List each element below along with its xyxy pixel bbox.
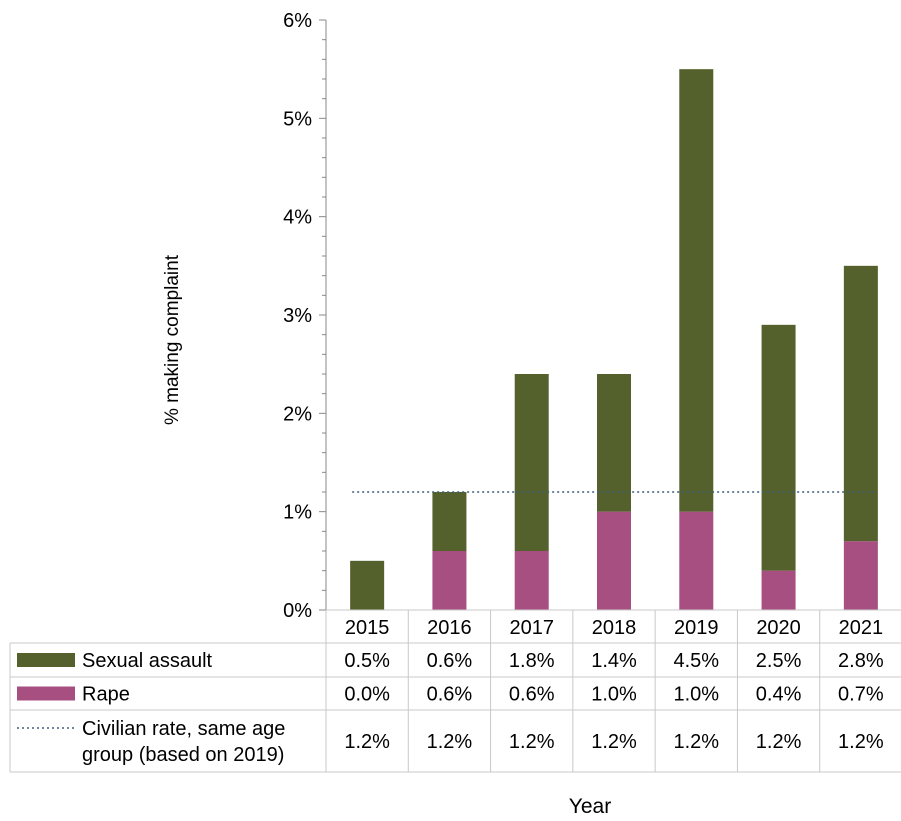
y-tick-label: 1% <box>283 502 312 524</box>
table-cell-value: 4.5% <box>673 650 719 672</box>
x-category-label: 2020 <box>756 617 801 639</box>
bar-sexual-assault-2021 <box>843 265 878 542</box>
y-tick-label: 2% <box>283 403 312 425</box>
legend-key-swatch <box>17 686 75 701</box>
table-cell-value: 0.7% <box>838 684 884 706</box>
bar-rape-2021 <box>843 541 878 610</box>
x-category-label: 2015 <box>345 617 390 639</box>
bar-sexual-assault-2015 <box>350 560 385 610</box>
bar-sexual-assault-2016 <box>432 492 467 551</box>
table-cell-value: 0.4% <box>756 684 802 706</box>
x-category-label: 2016 <box>427 617 472 639</box>
y-tick-label: 4% <box>283 207 312 229</box>
table-cell-value: 1.2% <box>673 731 719 753</box>
table-row-label: Civilian rate, same age <box>82 718 285 740</box>
legend-key-swatch <box>17 653 75 667</box>
y-axis-label: % making complaint <box>162 254 183 426</box>
x-category-label: 2017 <box>509 617 554 639</box>
bar-rape-2020 <box>761 570 796 610</box>
table-cell-value: 1.2% <box>509 731 555 753</box>
table-cell-value: 1.2% <box>838 731 884 753</box>
x-category-label: 2019 <box>674 617 719 639</box>
table-cell-value: 1.0% <box>591 684 637 706</box>
table-row-label: Sexual assault <box>82 650 213 672</box>
bar-rape-2016 <box>432 551 467 610</box>
table-cell-value: 1.2% <box>344 731 390 753</box>
x-category-label: 2018 <box>592 617 637 639</box>
bar-sexual-assault-2018 <box>597 374 631 512</box>
table-cell-value: 0.6% <box>427 650 473 672</box>
bar-rape-2017 <box>514 551 549 610</box>
table-cell-value: 1.2% <box>591 731 637 753</box>
table-cell-value: 0.6% <box>427 684 473 706</box>
table-row-label: Rape <box>82 684 130 706</box>
y-tick-label: 3% <box>283 305 312 327</box>
bar-rape-2018 <box>597 511 631 610</box>
table-cell-value: 2.8% <box>838 650 884 672</box>
y-tick-label: 0% <box>283 600 312 622</box>
table-cell-value: 1.2% <box>756 731 802 753</box>
x-axis-label: Year <box>568 795 612 818</box>
table-cell-value: 0.6% <box>509 684 555 706</box>
table-cell-value: 1.8% <box>509 650 555 672</box>
bar-rape-2019 <box>679 511 714 610</box>
table-cell-value: 0.5% <box>344 650 390 672</box>
table-row-label: group (based on 2019) <box>82 744 284 766</box>
table-cell-value: 1.2% <box>427 731 473 753</box>
table-cell-value: 2.5% <box>756 650 802 672</box>
table-cell-value: 1.4% <box>591 650 637 672</box>
bar-sexual-assault-2019 <box>679 69 714 512</box>
table-cell-value: 0.0% <box>344 684 390 706</box>
bar-sexual-assault-2017 <box>514 374 549 551</box>
y-tick-label: 5% <box>283 108 312 130</box>
bar-sexual-assault-2020 <box>761 324 796 571</box>
y-tick-label: 6% <box>283 10 312 32</box>
table-cell-value: 1.0% <box>673 684 719 706</box>
x-category-label: 2021 <box>839 617 884 639</box>
